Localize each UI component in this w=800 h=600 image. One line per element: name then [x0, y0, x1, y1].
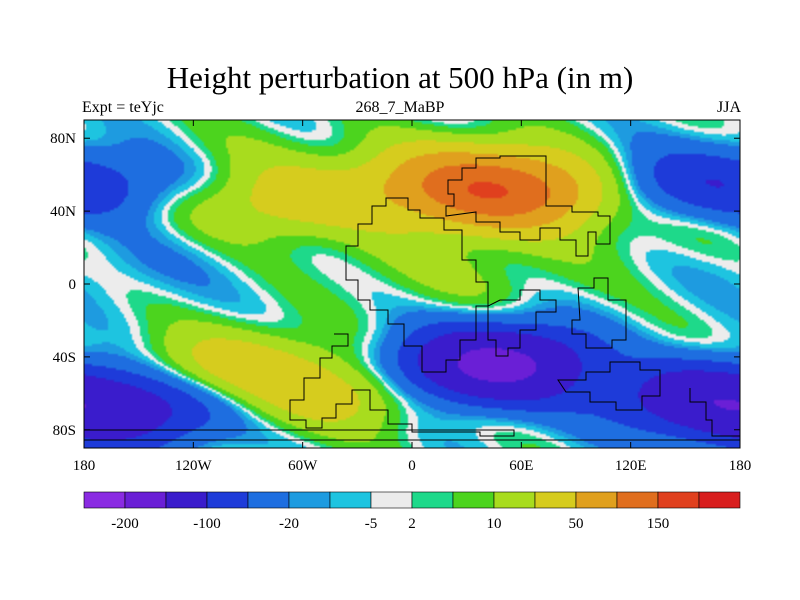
colorbar-label: -20	[279, 516, 299, 532]
colorbar-swatch	[657, 491, 700, 509]
colorbar-swatch	[288, 491, 331, 509]
coastline-pacific-islands	[689, 388, 740, 437]
y-tick-label: 80S	[53, 423, 76, 439]
y-tick-label: 0	[69, 277, 77, 293]
colorbar-label: -100	[193, 516, 221, 532]
experiment-label: Expt = teYjc	[82, 99, 164, 116]
coastline-southeast-asia	[571, 277, 627, 349]
colorbar-label: -5	[365, 516, 378, 532]
x-tick-label: 120W	[175, 458, 213, 474]
colorbar-label: 2	[408, 516, 416, 532]
y-tick-label: 40N	[50, 204, 76, 220]
y-tick-label: 40S	[53, 350, 76, 366]
coastlines	[84, 155, 740, 441]
season-label: JJA	[716, 99, 741, 116]
colorbar-label: 10	[487, 516, 502, 532]
colorbar-swatch	[247, 491, 290, 509]
coastline-europe-asia	[445, 155, 611, 257]
colorbar-label: 50	[569, 516, 584, 532]
coastline-africa	[345, 197, 489, 373]
coastline-south-america	[84, 333, 515, 437]
coastline-australia	[557, 361, 661, 411]
x-tick-label: 0	[408, 458, 416, 474]
plot-area	[83, 119, 741, 449]
colorbar-swatch	[206, 491, 249, 509]
colorbar-swatch	[534, 491, 577, 509]
height-perturbation-field	[84, 120, 740, 448]
period-label: 268_7_MaBP	[355, 99, 445, 116]
colorbar-swatch	[165, 491, 208, 509]
colorbar-swatch	[83, 491, 126, 509]
x-tick-label: 180	[73, 458, 96, 474]
x-tick-label: 60W	[288, 458, 318, 474]
coastline-arabia-india	[487, 289, 557, 357]
colorbar-swatch	[452, 491, 495, 509]
colorbar-swatch	[370, 491, 413, 509]
y-tick-label: 80N	[50, 131, 76, 147]
axes: 180 120W 60W 0 60E 120E 180 80N 40N 0 40S 80S	[50, 120, 751, 474]
colorbar-swatch	[698, 491, 741, 509]
colorbar-swatch	[124, 491, 167, 509]
colorbar-label: -200	[111, 516, 139, 532]
colorbar-swatch	[616, 491, 659, 509]
colorbar-swatch	[329, 491, 372, 509]
colorbar: -200 -100 -20 -5 2 10 50 150	[83, 491, 741, 532]
chart-title: Height perturbation at 500 hPa (in m)	[166, 60, 634, 95]
colorbar-swatch	[493, 491, 536, 509]
colorbar-swatch	[575, 491, 618, 509]
colorbar-label: 150	[647, 516, 670, 532]
x-tick-label: 180	[729, 458, 752, 474]
colorbar-swatch	[411, 491, 454, 509]
x-tick-label: 120E	[615, 458, 647, 474]
x-tick-label: 60E	[509, 458, 533, 474]
